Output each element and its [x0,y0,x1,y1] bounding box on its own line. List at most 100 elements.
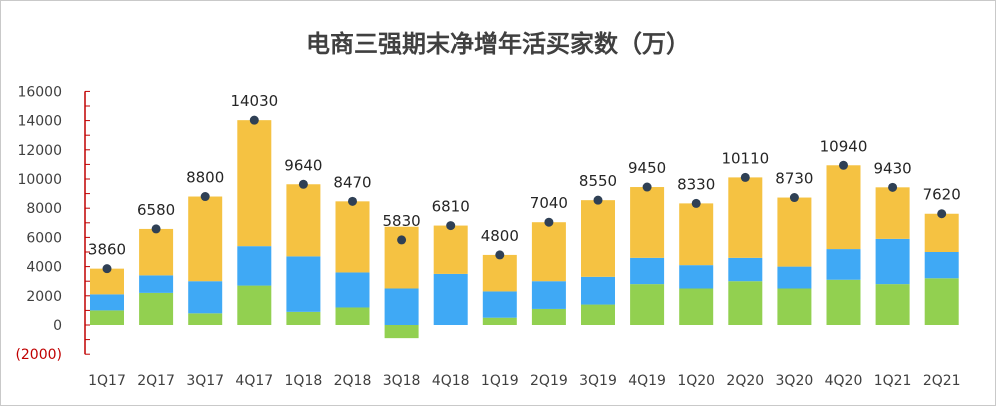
total-label: 8550 [579,172,617,190]
total-marker [740,172,750,182]
bar-segment-1 [826,249,861,280]
total-label: 9640 [284,156,322,174]
bar-segment-2 [482,254,517,292]
x-tick-label: 4Q18 [432,373,470,389]
bar-segment-0 [237,285,272,325]
x-tick-label: 1Q19 [481,373,519,389]
bar-segment-0 [630,284,665,325]
bar-segment-0 [581,304,615,325]
bar-segment-1 [630,257,665,285]
bar-segment-1 [482,291,517,318]
bar-segment-2 [433,225,468,274]
total-marker [200,192,210,202]
bar-segment-2 [139,228,174,276]
bar-segment-0 [188,313,223,325]
total-marker [544,217,554,227]
total-label: 8730 [775,170,813,188]
bar-segment-1 [335,272,370,308]
x-tick-label: 2Q20 [726,373,764,389]
x-tick-label: 4Q19 [628,373,666,389]
bar-segment-1 [139,275,174,293]
total-label: 10110 [721,149,769,167]
y-tick-label: 16000 [17,84,62,100]
x-tick-label: 2Q17 [137,373,175,389]
bar-segment-2 [237,120,272,247]
bar-segment-1 [924,252,959,279]
x-tick-label: 4Q20 [825,373,863,389]
x-tick-label: 1Q18 [285,373,323,389]
bar-segment-1 [728,257,763,282]
total-marker [691,198,701,208]
bar-segment-2 [924,213,959,252]
x-tick-label: 1Q17 [88,373,126,389]
bar-segment-2 [826,165,861,250]
bar-segment-0 [875,284,910,325]
total-label: 6580 [137,201,175,219]
bar-segment-1 [384,288,419,325]
x-axis-labels: 1Q17 2Q17 3Q17 4Q17 1Q18 2Q18 3Q18 4Q18 1Q19 2Q19… [88,373,960,389]
bar-segment-0 [384,325,419,339]
x-tick-label: 4Q17 [235,373,273,389]
x-tick-label: 2Q18 [334,373,372,389]
y-tick-label: 2000 [26,289,62,305]
total-label: 4800 [481,227,519,245]
y-tick-label: 0 [53,318,62,334]
x-tick-label: 1Q20 [677,373,715,389]
total-marker [298,179,308,189]
y-tick-label: 4000 [26,260,62,276]
bar-segment-1 [286,256,321,312]
bar-segment-2 [777,197,812,267]
bar-segment-0 [531,308,566,325]
bar-segment-2 [630,187,665,258]
total-marker [789,193,799,203]
bar-segment-1 [90,294,124,311]
y-tick-label: 12000 [17,143,62,159]
total-marker [348,196,357,206]
bar-segment-1 [777,266,812,289]
x-tick-label: 1Q21 [874,373,912,389]
total-label: 7040 [530,194,568,212]
y-tick-label: 6000 [26,230,62,246]
bars-group [90,120,959,339]
total-label: 10940 [820,137,868,155]
bar-segment-0 [90,310,124,325]
total-marker [102,264,112,274]
y-tick-label: (2000) [15,347,62,363]
bar-segment-2 [188,196,223,282]
bar-segment-0 [777,288,812,325]
x-tick-label: 2Q21 [923,373,961,389]
x-tick-label: 3Q19 [579,373,617,389]
total-marker [151,224,161,234]
bar-segment-1 [875,238,910,285]
bar-segment-2 [531,222,566,282]
total-label: 5830 [383,212,421,230]
bar-segment-1 [581,276,615,305]
total-label: 9450 [628,159,666,177]
x-tick-label: 3Q17 [186,373,224,389]
total-marker [642,182,652,192]
bar-segment-1 [188,281,223,314]
bar-segment-2 [581,200,615,277]
bar-segment-0 [924,278,959,325]
chart-title: 电商三强期末净增年活买家数（万） [306,30,690,58]
bar-segment-2 [286,184,321,257]
bar-segment-2 [728,177,763,258]
total-label: 3860 [88,241,126,259]
total-marker [839,160,848,170]
total-marker [593,195,603,205]
bar-segment-0 [335,307,370,325]
total-marker [888,182,898,192]
bar-segment-1 [433,273,468,325]
bar-segment-0 [139,292,174,325]
bar-segment-0 [482,317,517,325]
y-tick-label: 10000 [17,172,62,188]
total-label: 8330 [677,175,715,193]
total-label: 8470 [333,173,371,191]
bar-segment-1 [237,246,272,286]
y-tick-label: 8000 [26,201,62,217]
total-label: 14030 [230,92,278,110]
total-marker [937,209,947,219]
total-label: 9430 [874,159,912,177]
total-label: 7620 [923,186,961,204]
